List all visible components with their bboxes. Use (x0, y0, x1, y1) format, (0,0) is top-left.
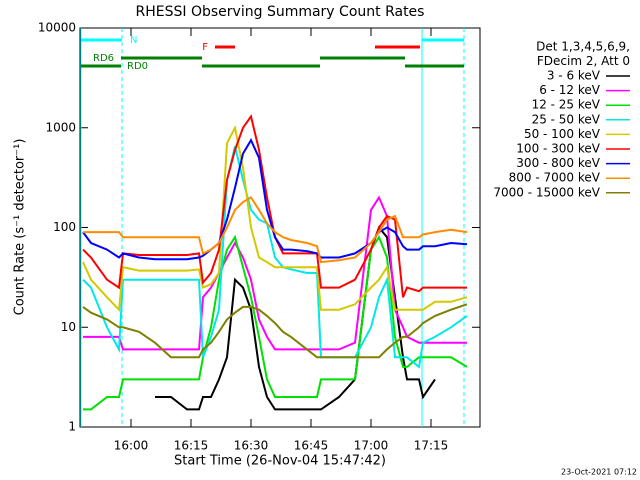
legend-label: 50 - 100 keV (524, 127, 601, 141)
x-tick-label: 16:45 (294, 439, 329, 453)
series-line (82, 114, 467, 298)
series-line (83, 234, 468, 411)
flag-label: RD6 (93, 53, 114, 64)
series-line (155, 225, 436, 411)
y-tick-label: 1 (68, 420, 76, 434)
series-line (83, 195, 467, 351)
x-tick-label: 17:15 (414, 439, 449, 453)
series-line (82, 138, 468, 261)
x-tick-label: 16:30 (234, 439, 269, 453)
y-tick-label: 10 (61, 320, 76, 334)
legend-label: 300 - 800 keV (516, 156, 600, 170)
y-tick-label: 10000 (38, 21, 76, 35)
y-axis-label: Count Rate (s⁻¹ detector⁻¹) (13, 139, 28, 316)
legend-label: 800 - 7000 keV (509, 171, 601, 185)
x-tick-label: 17:00 (354, 439, 389, 453)
series-line (82, 303, 468, 359)
legend-label: 3 - 6 keV (547, 69, 601, 83)
flag-label: F (202, 42, 208, 53)
y-tick-label: 1000 (45, 120, 76, 134)
flag-label: RD0 (127, 61, 148, 72)
legend-label: 100 - 300 keV (516, 142, 600, 156)
series-line (82, 124, 468, 312)
legend-label: 12 - 25 keV (532, 98, 601, 112)
series-line (82, 146, 468, 369)
series-line (83, 196, 468, 264)
x-tick-label: 16:00 (114, 439, 149, 453)
footer: 23-Oct-2021 07:12 (561, 468, 637, 477)
chart-title: RHESSI Observing Summary Count Rates (136, 4, 425, 20)
y-tick-label: 100 (53, 220, 76, 234)
legend-header: Det 1,3,4,5,6,9, (536, 40, 630, 54)
x-axis-label: Start Time (26-Nov-04 15:47:42) (174, 454, 386, 469)
flag-label: N (130, 35, 137, 46)
legend-header: FDecim 2, Att 0 (537, 54, 630, 68)
legend-label: 25 - 50 keV (532, 112, 601, 126)
legend-label: 6 - 12 keV (539, 83, 601, 97)
x-tick-label: 16:15 (174, 439, 209, 453)
legend-label: 7000 - 15000 keV (493, 185, 600, 199)
